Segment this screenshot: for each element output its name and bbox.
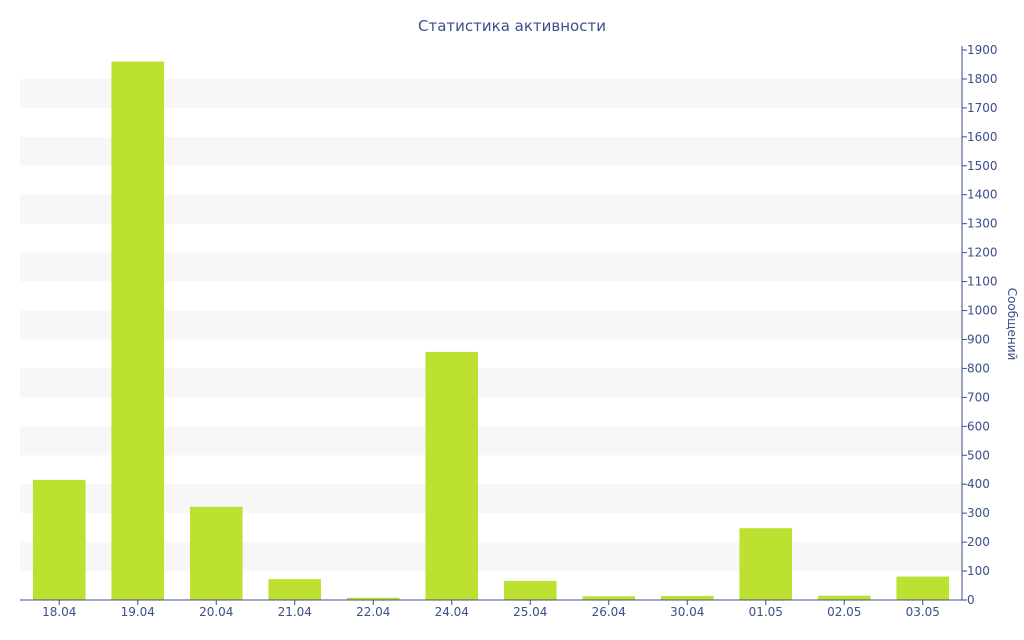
x-axis-ticks: 18.04 19.04 20.04 21.04 22.04 24.04 25.04 26.04… bbox=[42, 600, 940, 619]
x-tick-label: 20.04 bbox=[199, 605, 233, 619]
grid-band bbox=[20, 136, 962, 166]
x-tick-label: 21.04 bbox=[278, 605, 312, 619]
y-tick-label: 600 bbox=[967, 419, 990, 433]
y-tick-label: 1300 bbox=[967, 217, 998, 231]
grid-band bbox=[20, 484, 962, 514]
bar-20.04 bbox=[189, 506, 243, 600]
y-tick-label: 1600 bbox=[967, 130, 998, 144]
grid-band bbox=[20, 78, 962, 108]
y-tick-label: 800 bbox=[967, 361, 990, 375]
x-tick-label: 03.05 bbox=[906, 605, 940, 619]
bar-03.05 bbox=[896, 576, 950, 600]
y-tick-label: 400 bbox=[967, 477, 990, 491]
grid-band bbox=[20, 368, 962, 398]
x-tick-label: 19.04 bbox=[121, 605, 155, 619]
y-tick-label: 1800 bbox=[967, 72, 998, 86]
bars bbox=[32, 61, 950, 600]
y-tick-label: 1500 bbox=[967, 159, 998, 173]
x-tick-label: 30.04 bbox=[670, 605, 704, 619]
y-tick-label: 1100 bbox=[967, 275, 998, 289]
y-tick-label: 300 bbox=[967, 506, 990, 520]
y-tick-label: 500 bbox=[967, 448, 990, 462]
x-tick-label: 22.04 bbox=[356, 605, 390, 619]
bar-18.04 bbox=[32, 479, 86, 600]
bar-25.04 bbox=[503, 580, 557, 600]
grid-band bbox=[20, 252, 962, 282]
x-tick-label: 02.05 bbox=[827, 605, 861, 619]
bar-30.04 bbox=[660, 595, 714, 600]
y-tick-label: 0 bbox=[967, 593, 975, 607]
bar-02.05 bbox=[817, 595, 871, 600]
y-tick-label: 700 bbox=[967, 390, 990, 404]
grid-band bbox=[20, 426, 962, 456]
y-tick-label: 900 bbox=[967, 332, 990, 346]
x-tick-label: 26.04 bbox=[592, 605, 626, 619]
x-tick-label: 24.04 bbox=[435, 605, 469, 619]
bar-21.04 bbox=[268, 579, 322, 600]
chart-title: Статистика активности bbox=[418, 17, 606, 35]
bar-26.04 bbox=[582, 596, 636, 600]
y-tick-label: 1700 bbox=[967, 101, 998, 115]
x-tick-label: 01.05 bbox=[749, 605, 783, 619]
y-tick-label: 1400 bbox=[967, 188, 998, 202]
grid-band bbox=[20, 542, 962, 572]
bar-01.05 bbox=[739, 528, 793, 600]
y-tick-label: 100 bbox=[967, 564, 990, 578]
grid-band bbox=[20, 310, 962, 340]
bar-24.04 bbox=[425, 351, 479, 600]
grid-band bbox=[20, 194, 962, 224]
y-axis-ticks: 0 100 200 300 400 500 600 700 800 900 1000 1100 1200… bbox=[962, 43, 998, 607]
bar-22.04 bbox=[346, 597, 400, 600]
grid-bands bbox=[20, 78, 962, 572]
bar-19.04 bbox=[111, 61, 165, 600]
y-tick-label: 1900 bbox=[967, 43, 998, 57]
x-tick-label: 25.04 bbox=[513, 605, 547, 619]
x-tick-label: 18.04 bbox=[42, 605, 76, 619]
y-tick-label: 1200 bbox=[967, 246, 998, 260]
y-axis-label: Сообщений bbox=[1005, 288, 1019, 361]
y-tick-label: 1000 bbox=[967, 304, 998, 318]
y-tick-label: 200 bbox=[967, 535, 990, 549]
